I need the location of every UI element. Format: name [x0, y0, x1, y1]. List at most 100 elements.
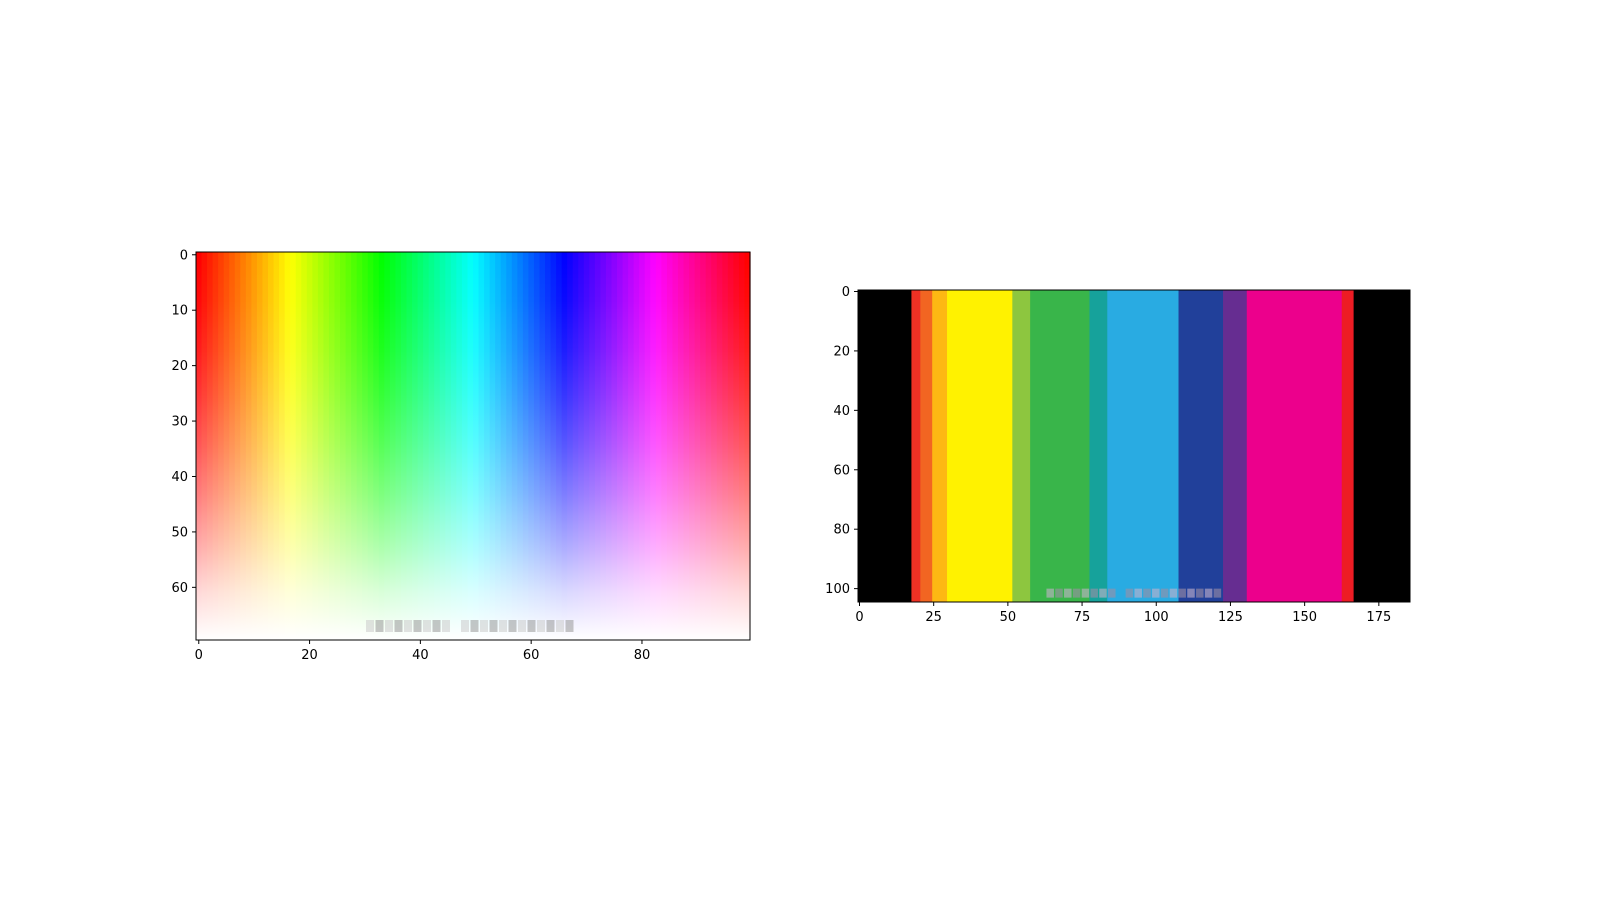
- color-segment: [920, 290, 933, 602]
- watermark-block: [366, 620, 374, 632]
- image-column: [522, 252, 529, 640]
- color-segment: [1030, 290, 1090, 602]
- image-column: [207, 252, 214, 640]
- image-column: [622, 252, 629, 640]
- image-column: [367, 252, 374, 640]
- image-column: [450, 252, 457, 640]
- image-column: [650, 252, 657, 640]
- y-tick-label: 20: [833, 344, 850, 359]
- image-column: [583, 252, 590, 640]
- x-tick-label: 75: [1074, 610, 1091, 625]
- image-pixels: [196, 252, 751, 640]
- x-tick-label: 60: [523, 648, 540, 663]
- image-column: [617, 252, 624, 640]
- image-column: [639, 252, 646, 640]
- image-column: [373, 252, 380, 640]
- watermark-block: [385, 620, 393, 632]
- color-segment: [1089, 290, 1108, 602]
- color-segment: [908, 290, 921, 602]
- image-column: [456, 252, 463, 640]
- image-column: [351, 252, 358, 640]
- watermark-block: [461, 620, 469, 632]
- watermark-block: [442, 620, 450, 632]
- image-column: [683, 252, 690, 640]
- black-border-region: [858, 290, 912, 602]
- x-tick-label: 0: [195, 648, 203, 663]
- watermark-block: [508, 620, 517, 632]
- image-column: [689, 252, 696, 640]
- color-segment: [932, 290, 948, 602]
- watermark-block: [1213, 588, 1222, 598]
- watermark-block: [1064, 588, 1072, 598]
- image-column: [467, 252, 474, 640]
- x-tick-label: 20: [301, 648, 318, 663]
- x-tick-label: 50: [1000, 610, 1017, 625]
- watermark-block: [1187, 588, 1195, 598]
- image-column: [245, 252, 252, 640]
- image-column: [594, 252, 602, 640]
- watermark-block: [480, 620, 488, 632]
- watermark-block: [1090, 588, 1098, 598]
- image-column: [334, 252, 341, 640]
- watermark-block: [1134, 588, 1142, 598]
- watermark-block: [1196, 588, 1204, 598]
- image-column: [473, 252, 480, 640]
- color-segment: [1012, 290, 1031, 602]
- image-column: [694, 252, 701, 640]
- image-column: [417, 252, 424, 640]
- watermark-block: [1169, 588, 1178, 598]
- watermark-block: [518, 620, 526, 632]
- image-column: [727, 252, 734, 640]
- axes-frame: [195, 251, 751, 641]
- image-column: [489, 252, 496, 640]
- image-column: [661, 252, 668, 640]
- x-tick-label: 80: [634, 648, 651, 663]
- image-column: [495, 252, 502, 640]
- image-column: [434, 252, 441, 640]
- y-tick-label: 40: [171, 470, 188, 485]
- image-column: [561, 252, 568, 640]
- x-tick-label: 0: [855, 610, 863, 625]
- image-column: [400, 252, 408, 640]
- watermark-block: [1204, 588, 1213, 598]
- image-column: [378, 252, 385, 640]
- image-column: [539, 252, 546, 640]
- image-column: [550, 252, 557, 640]
- image-column: [262, 252, 269, 640]
- watermark-block: [1160, 588, 1169, 598]
- watermark-block: [565, 620, 574, 632]
- image-column: [340, 252, 347, 640]
- image-column: [290, 252, 297, 640]
- image-column: [256, 252, 264, 640]
- image-column: [572, 252, 579, 640]
- color-segment: [1178, 290, 1224, 602]
- watermark-block: [394, 620, 403, 632]
- color-segment: [1107, 290, 1180, 602]
- image-column: [384, 252, 391, 640]
- watermark-block: [470, 620, 479, 632]
- x-tick-label: 100: [1144, 610, 1169, 625]
- y-tick-label: 10: [171, 304, 188, 319]
- watermark-block: [1055, 588, 1063, 598]
- watermark: [366, 620, 574, 632]
- x-tick-label: 125: [1218, 610, 1243, 625]
- watermark-block: [1143, 588, 1151, 598]
- image-column: [600, 252, 607, 640]
- image-column: [395, 252, 402, 640]
- image-column: [528, 252, 535, 640]
- x-tick-label: 150: [1292, 610, 1317, 625]
- image-column: [533, 252, 541, 640]
- image-column: [412, 252, 419, 640]
- image-column: [733, 252, 740, 640]
- image-column: [716, 252, 723, 640]
- segmented-color-image-plot: 0 25 50 75 100 125 150 175 0 20 40 60 80 100: [825, 285, 1411, 625]
- image-column: [461, 252, 469, 640]
- watermark: [1046, 588, 1222, 598]
- image-column: [700, 252, 707, 640]
- image-column: [312, 252, 319, 640]
- watermark-block: [546, 620, 555, 632]
- image-column: [567, 252, 574, 640]
- image-column: [223, 252, 230, 640]
- watermark-block: [537, 620, 545, 632]
